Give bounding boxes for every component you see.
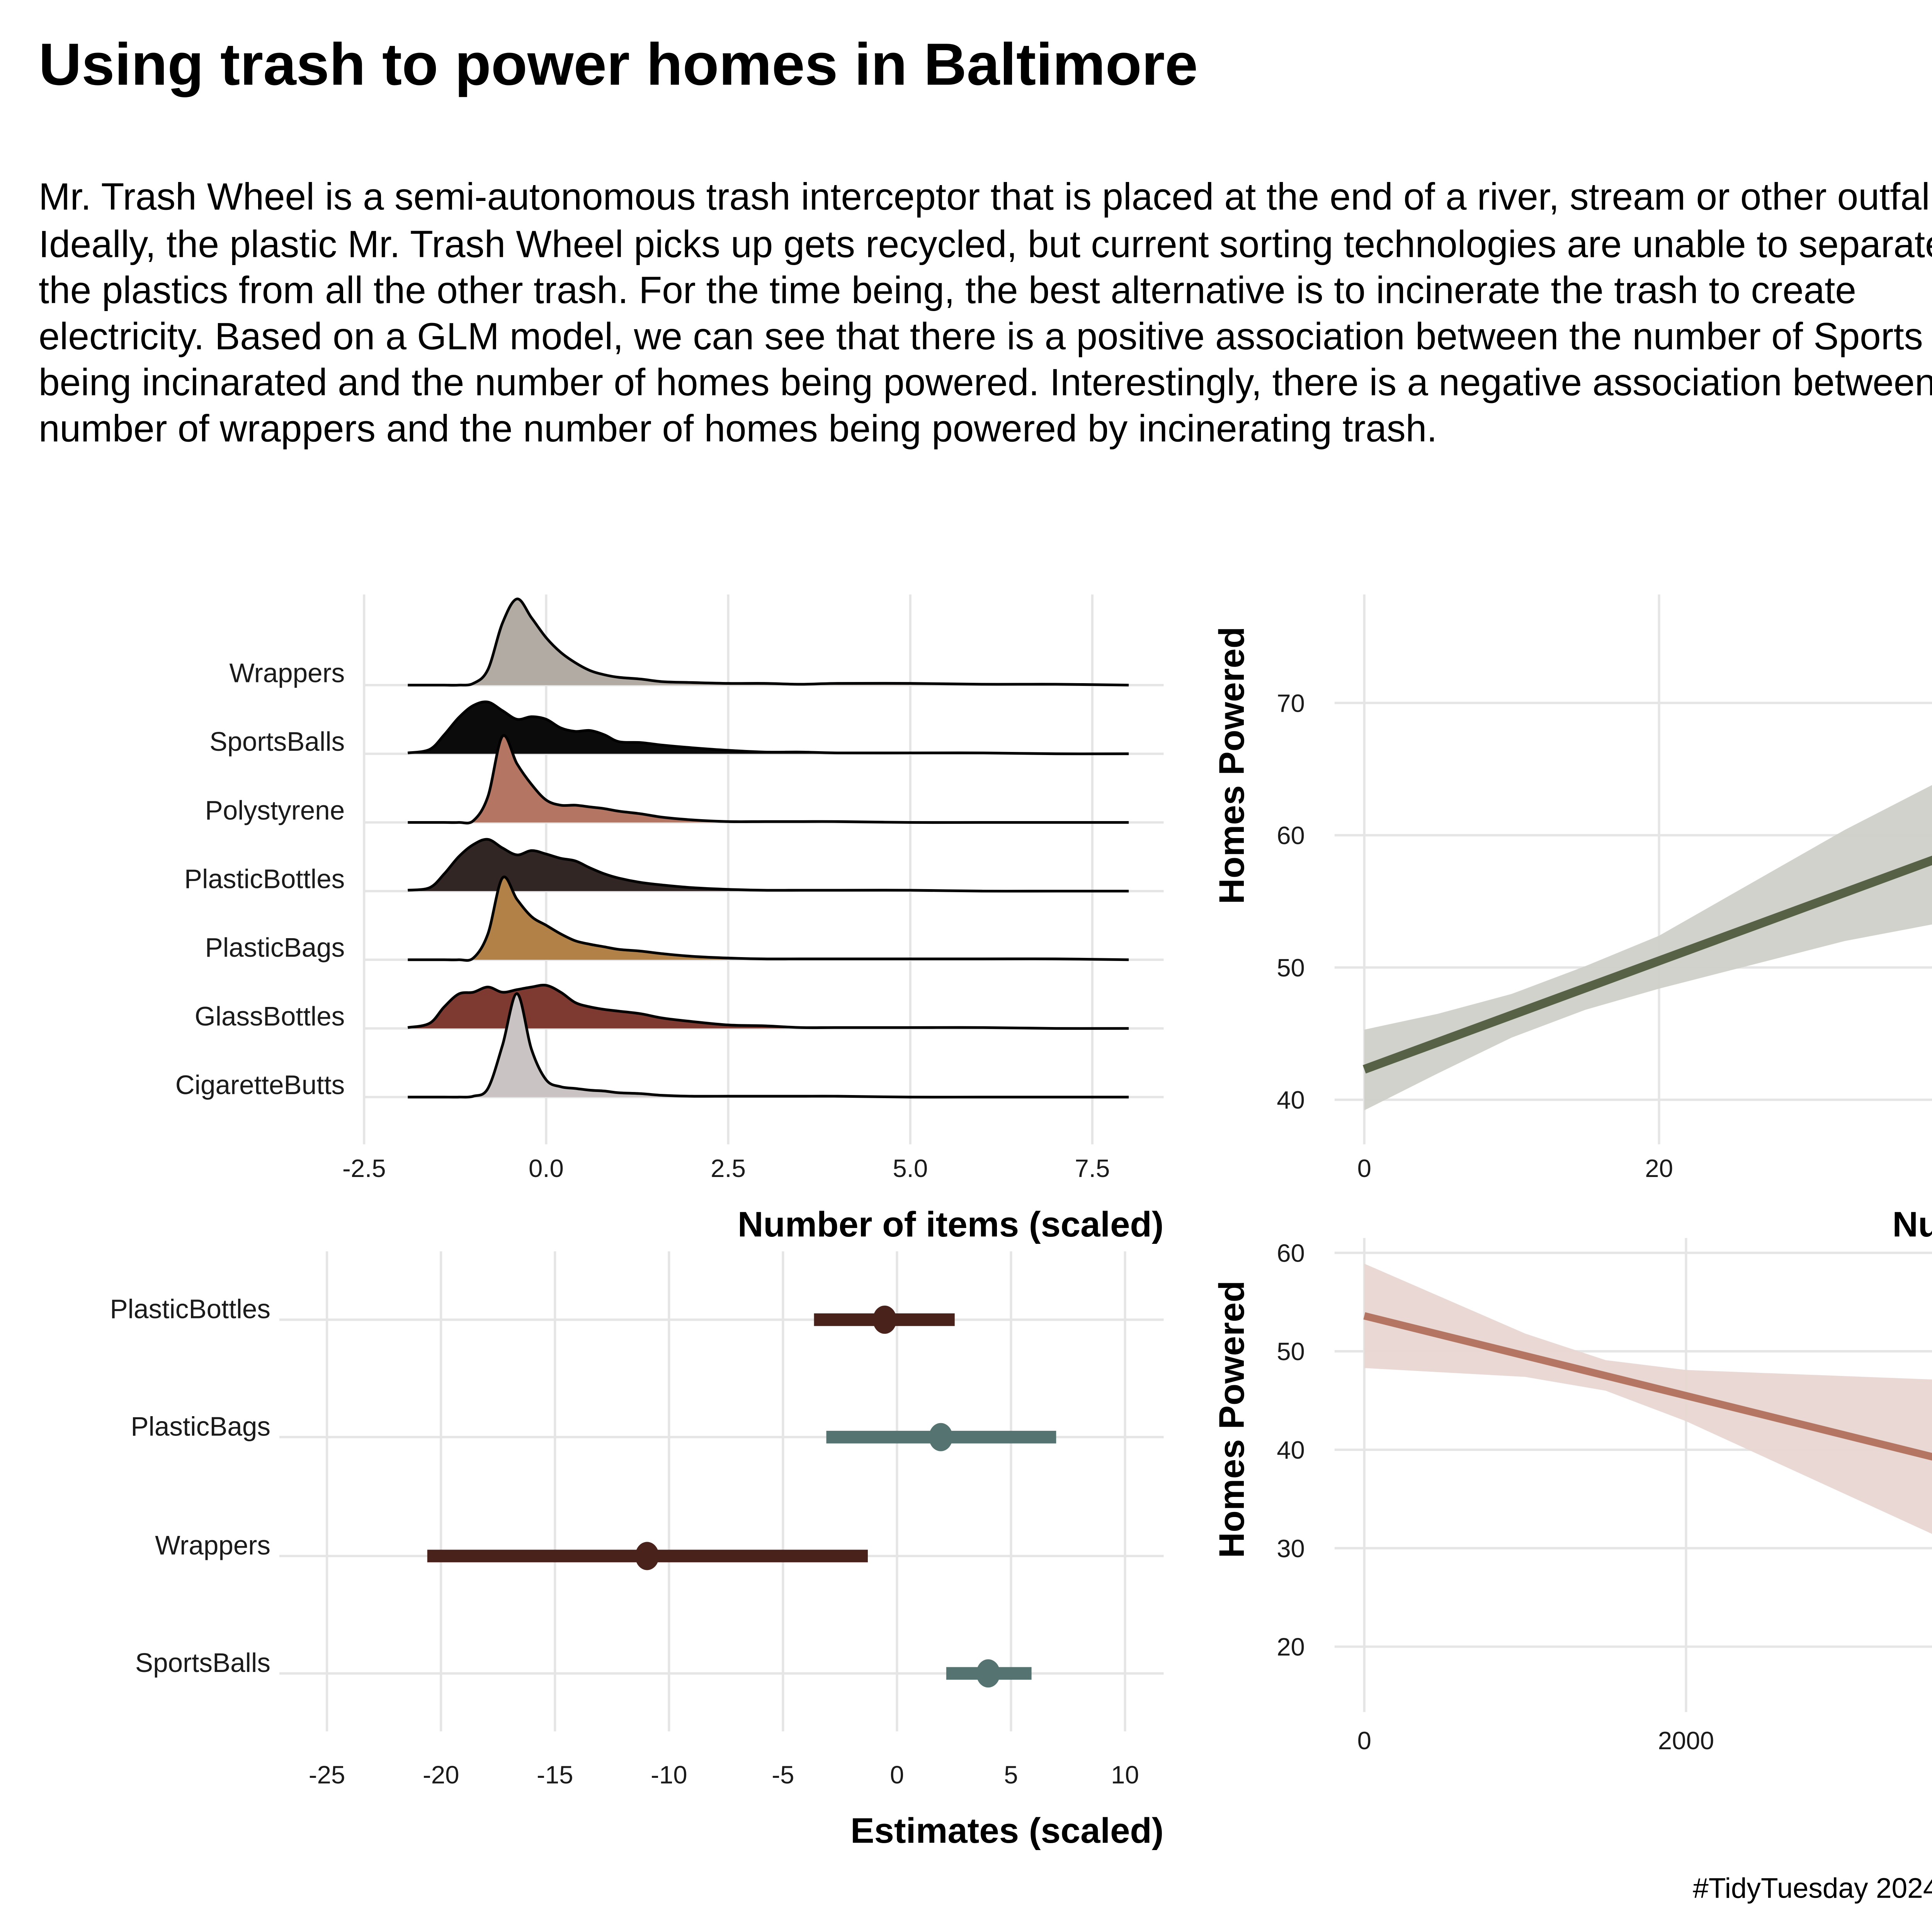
sportsballs-tick-labels: 020406040506070 <box>1277 689 1673 1182</box>
wrappers-x-tick-label: 0 <box>1357 1726 1371 1755</box>
subtitle-line: number of wrappers and the number of hom… <box>39 407 1437 449</box>
estimates-gridlines <box>279 1251 1164 1731</box>
ridgeline-density-outline <box>407 838 1129 893</box>
estimates-x-tick-label: -5 <box>772 1760 794 1789</box>
estimates-x-axis-title: Estimates (scaled) <box>850 1810 1164 1850</box>
ridgeline-density-outline <box>408 875 1129 962</box>
ridgeline-category-label: Wrappers <box>230 658 345 688</box>
ridgeline-category-label: CigaretteButts <box>175 1070 345 1100</box>
sportsballs-x-tick-label: 0 <box>1357 1154 1371 1182</box>
ridgeline-density-area <box>408 702 1129 754</box>
ridgeline-x-tick-label: 2.5 <box>711 1154 746 1182</box>
sportsballs-marks <box>1362 785 1932 1111</box>
sportsballs-confidence-ribbon <box>1364 785 1932 1111</box>
estimates-point <box>872 1305 897 1334</box>
estimates-x-tick-label: -20 <box>423 1760 459 1789</box>
sportsballs-x-axis-title: Number of Sports Balls <box>1892 1204 1932 1244</box>
ridgeline-density-outline <box>407 984 1129 1030</box>
ridgeline-x-tick-labels: -2.5 0.0 2.5 5.0 7.5 <box>342 1154 1110 1182</box>
wrappers-y-tick-label: 60 <box>1277 1239 1305 1267</box>
estimates-x-tick-label: -25 <box>309 1760 345 1789</box>
ridgeline-category-labels: Wrappers SportsBalls Polystyrene PlasticBot… <box>175 658 345 1100</box>
ridgeline-density-area <box>408 985 1129 1029</box>
subtitle-line: Ideally, the plastic Mr. Trash Wheel pic… <box>39 223 1932 265</box>
sportsballs-y-axis-title: Homes Powered <box>1211 627 1252 904</box>
wrappers-y-tick-label: 40 <box>1277 1436 1305 1464</box>
wrappers-fit-line <box>1363 1312 1932 1461</box>
wrappers-confidence-ribbon <box>1364 1264 1932 1534</box>
subtitle-line: the plastics from all the other trash. F… <box>39 269 1856 311</box>
wrappers-marks <box>1363 1264 1932 1534</box>
subtitle: Mr. Trash Wheel is a semi-autonomous tra… <box>39 175 1932 449</box>
subtitle-line: electricity. Based on a GLM model, we ca… <box>39 315 1932 357</box>
ridgeline-density-outline <box>407 700 1129 755</box>
estimates-x-tick-label: 10 <box>1111 1760 1139 1789</box>
sportsballs-y-tick-label: 50 <box>1277 954 1305 982</box>
ridgeline-category-label: SportsBalls <box>209 726 345 757</box>
estimates-category-label: Wrappers <box>155 1530 270 1560</box>
wrappers-y-tick-label: 50 <box>1277 1337 1305 1366</box>
sportsballs-y-tick-label: 60 <box>1277 821 1305 850</box>
estimates-category-label: PlasticBottles <box>110 1294 270 1324</box>
ridgeline-panel: -2.5 0.0 2.5 5.0 7.5 Wrappers SportsBalls Poly… <box>175 594 1164 1244</box>
estimates-x-tick-label: -10 <box>651 1760 687 1789</box>
sportsballs-y-tick-label: 40 <box>1277 1086 1305 1114</box>
estimates-x-tick-label: -15 <box>537 1760 573 1789</box>
ridgeline-densities <box>407 597 1129 1099</box>
ridgeline-x-tick-label: 5.0 <box>893 1154 928 1182</box>
estimates-point <box>976 1659 1000 1688</box>
sportsballs-gridlines <box>1334 594 1932 1145</box>
estimates-marks <box>427 1305 1056 1688</box>
ridgeline-x-axis-title: Number of items (scaled) <box>738 1204 1164 1244</box>
ridgeline-density-outline <box>408 597 1129 687</box>
estimates-point <box>635 1542 659 1570</box>
ridgeline-density-outline <box>408 992 1129 1099</box>
ridgeline-x-tick-label: 0.0 <box>529 1154 564 1182</box>
wrappers-y-tick-label: 20 <box>1277 1633 1305 1661</box>
estimates-x-tick-label: 0 <box>890 1760 904 1789</box>
wrappers-tick-labels: 0200040002030405060 <box>1277 1239 1714 1755</box>
ridgeline-category-label: Polystyrene <box>205 795 345 825</box>
ridgeline-density-outline <box>408 734 1129 825</box>
subtitle-line: Mr. Trash Wheel is a semi-autonomous tra… <box>39 175 1932 218</box>
sportsballs-fit-line <box>1362 855 1932 1074</box>
subtitle-line: being incinarated and the number of home… <box>39 361 1932 403</box>
ridgeline-density-area <box>408 839 1129 891</box>
ridgeline-category-label: GlassBottles <box>195 1001 345 1031</box>
caption: #TidyTuesday 2024 - week 10 | @gabbspalo… <box>1693 1873 1932 1904</box>
estimates-category-label: SportsBalls <box>135 1648 270 1678</box>
ridgeline-category-label: PlasticBags <box>205 932 345 963</box>
ridgeline-x-tick-label: -2.5 <box>342 1154 386 1182</box>
estimates-x-tick-label: 5 <box>1004 1760 1018 1789</box>
estimates-category-label: PlasticBags <box>131 1411 270 1441</box>
sportsballs-x-tick-label: 20 <box>1645 1154 1673 1182</box>
estimates-tick-labels: -25 -20 -15 -10 -5 0 5 10 PlasticBottles PlasticB… <box>110 1294 1139 1789</box>
wrappers-y-axis-title: Homes Powered <box>1211 1281 1252 1558</box>
sportsballs-regression-panel: 020406040506070 Number of Sports Balls H… <box>1211 594 1932 1244</box>
wrappers-x-tick-label: 2000 <box>1658 1726 1714 1755</box>
ridgeline-category-label: PlasticBottles <box>184 864 345 894</box>
page-title: Using trash to power homes in Baltimore <box>39 31 1198 97</box>
wrappers-regression-panel: 0200040002030405060 Number of Wrappers H… <box>1211 1238 1932 1755</box>
wrappers-y-tick-label: 30 <box>1277 1534 1305 1563</box>
ridgeline-x-tick-label: 7.5 <box>1075 1154 1110 1182</box>
sportsballs-y-tick-label: 70 <box>1277 689 1305 717</box>
estimates-point <box>929 1423 953 1451</box>
estimates-panel: -25 -20 -15 -10 -5 0 5 10 PlasticBottles PlasticB… <box>110 1251 1164 1850</box>
